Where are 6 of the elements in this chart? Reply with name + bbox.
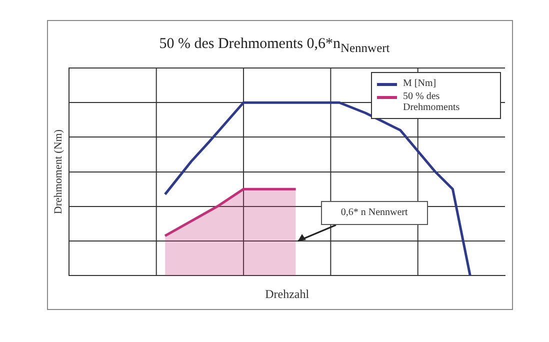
y-axis-title: Drehmoment (Nm) (52, 129, 64, 214)
legend-label: 50 % des Drehmoments (403, 91, 461, 113)
x-axis-title: Drehzahl (265, 286, 310, 301)
legend-label: M [Nm] (403, 78, 436, 89)
callout-box: 0,6* n Nennwert (320, 201, 428, 225)
chart-title: 50 % des Drehmoments 0,6*n$_{Nennwert}$ (158, 36, 391, 56)
